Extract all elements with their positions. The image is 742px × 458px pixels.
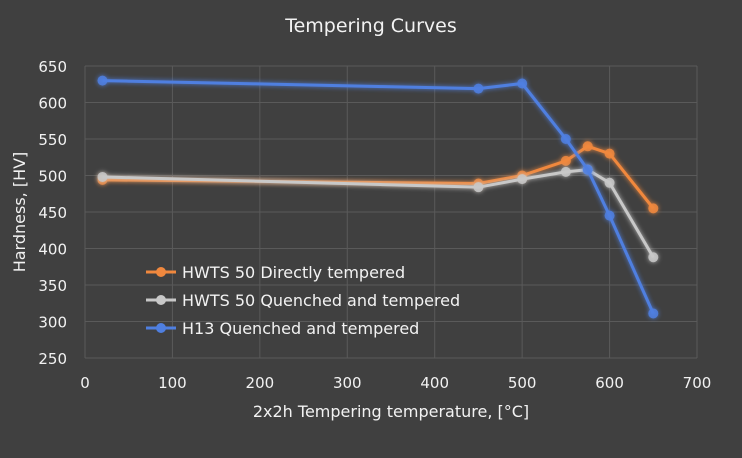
- y-tick-label: 500: [38, 168, 67, 186]
- data-point: [560, 166, 571, 177]
- y-tick-label: 400: [38, 241, 67, 259]
- y-tick-label: 550: [38, 131, 67, 149]
- data-point: [648, 252, 659, 263]
- series-line: [102, 144, 655, 210]
- data-point: [473, 182, 484, 193]
- data-point: [582, 141, 593, 152]
- data-point: [582, 164, 593, 175]
- data-point: [97, 75, 108, 86]
- x-axis-label: 2x2h Tempering temperature, [°C]: [253, 402, 529, 421]
- data-point: [604, 210, 615, 221]
- data-point: [560, 134, 571, 144]
- data-point: [604, 177, 615, 188]
- y-tick-label: 250: [38, 350, 67, 368]
- y-axis-label: Hardness, [HV]: [10, 152, 29, 273]
- series-1: [97, 164, 659, 263]
- chart-title: Tempering Curves: [284, 15, 457, 37]
- legend-marker: [156, 267, 166, 277]
- legend-label: H13 Quenched and tempered: [182, 319, 419, 338]
- legend-label: HWTS 50 Directly tempered: [182, 263, 405, 282]
- y-tick-label: 600: [38, 95, 67, 113]
- data-point: [648, 308, 659, 319]
- data-point: [648, 203, 659, 214]
- x-tick-label: 600: [595, 374, 624, 392]
- x-tick-label: 400: [420, 374, 449, 392]
- x-tick-label: 500: [508, 374, 537, 392]
- data-point: [97, 171, 108, 182]
- data-point: [604, 148, 615, 159]
- data-point: [517, 78, 528, 89]
- data-point: [517, 174, 528, 185]
- series-2: [97, 75, 659, 319]
- x-tick-label: 200: [246, 374, 275, 392]
- x-tick-label: 0: [80, 374, 90, 392]
- x-tick-label: 700: [683, 374, 712, 392]
- x-tick-label: 300: [333, 374, 362, 392]
- y-tick-label: 300: [38, 314, 67, 332]
- legend-marker: [156, 323, 166, 333]
- x-tick-label: 100: [158, 374, 187, 392]
- data-point: [473, 83, 484, 94]
- legend-marker: [156, 295, 166, 305]
- data-point: [560, 155, 571, 166]
- y-tick-label: 650: [38, 58, 67, 76]
- legend-label: HWTS 50 Quenched and tempered: [182, 291, 460, 310]
- y-tick-label: 450: [38, 204, 67, 222]
- y-tick-label: 350: [38, 277, 67, 295]
